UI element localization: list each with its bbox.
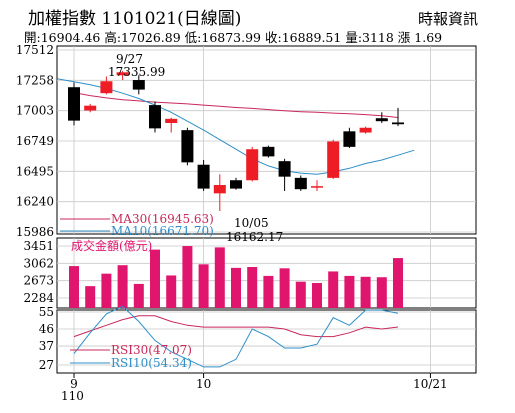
ma10-legend-label: MA10(16671.70) [111, 224, 214, 238]
volume-bar [231, 267, 241, 308]
candle-body-down [262, 146, 275, 157]
candle-body-up [165, 118, 178, 123]
candle-body-up [213, 185, 226, 194]
candle-body-down [375, 118, 388, 122]
high-value-label: 17335.99 [108, 65, 165, 79]
price-y-tick-label: 16240 [16, 195, 54, 209]
volume-bar [117, 265, 128, 308]
candle-body-down [68, 87, 80, 121]
volume-bar [328, 271, 339, 308]
candle-body-up [246, 149, 259, 181]
volume-bar [295, 281, 306, 308]
price-y-tick-label: 17258 [16, 73, 54, 87]
volume-bar [69, 266, 79, 308]
low-date-label: 10/05 [234, 216, 269, 230]
price-y-tick-label: 15986 [16, 225, 54, 239]
rsi30-line [73, 315, 399, 338]
candle-body-up [359, 127, 372, 133]
ohlc-summary: 開:16904.46 高:17026.89 低:16873.99 收:16889… [24, 30, 442, 45]
candle-body-up [311, 186, 323, 188]
volume-bar [182, 246, 193, 308]
volume-y-tick-label: 3451 [23, 239, 54, 253]
rsi10-legend-label: RSI10(54.34) [111, 356, 192, 370]
candle-body-down [343, 131, 356, 147]
candle-body-down [392, 122, 404, 125]
low-value-label: 16162.17 [226, 230, 283, 244]
candle-body-up [100, 81, 113, 94]
candle-body-up [116, 72, 129, 76]
price-y-tick-label: 17512 [16, 43, 54, 57]
price-y-tick-label: 16495 [16, 164, 54, 178]
volume-y-tick-label: 2284 [23, 291, 54, 305]
candle-body-down [294, 177, 307, 190]
ma30-line [73, 92, 399, 118]
volume-bar [247, 266, 258, 308]
ma10-line [57, 78, 415, 175]
high-date-label: 9/27 [116, 52, 143, 66]
rsi-y-tick-label: 27 [39, 358, 54, 372]
volume-bar [279, 268, 290, 308]
grid-layer [57, 46, 476, 373]
volume-bar [344, 275, 355, 308]
candle-body-up [84, 105, 97, 111]
volume-y-tick-label: 2673 [23, 274, 54, 288]
volume-bar [166, 275, 177, 308]
rsi-panel-frame [56, 309, 477, 374]
volume-bar [393, 258, 403, 308]
volume-bar [360, 276, 371, 308]
chart-title: 加權指數 1101021(日線圖) [28, 9, 241, 29]
volume-bar [133, 283, 144, 308]
candle-body-down [230, 180, 242, 189]
source-label: 時報資訊 [418, 10, 478, 28]
volume-bar [101, 273, 112, 308]
candle-layer [68, 70, 404, 212]
volume-bar [263, 275, 274, 308]
candle-body-up [327, 141, 340, 178]
candle-body-down [197, 164, 210, 189]
rsi30-legend-label: RSI30(47.07) [111, 343, 192, 357]
x-tick-label: 9 [70, 377, 78, 391]
rsi-y-tick-label: 46 [39, 322, 54, 336]
volume-bar [85, 286, 96, 308]
candle-body-down [181, 130, 194, 163]
candle-body-down [132, 80, 145, 90]
price-y-tick-label: 16749 [16, 134, 54, 148]
price-y-tick-label: 17003 [16, 104, 54, 118]
rsi10-line [73, 305, 399, 368]
price-panel-frame [56, 45, 477, 235]
candle-body-down [278, 161, 291, 177]
x-axis-year-label: 110 [61, 389, 84, 403]
line-layer [57, 78, 415, 368]
volume-y-tick-label: 3062 [23, 256, 54, 270]
rsi-y-tick-label: 55 [39, 305, 54, 319]
volume-bar [150, 249, 160, 308]
volume-bar [198, 264, 209, 308]
volume-layer [69, 246, 403, 308]
x-tick-label: 10/21 [413, 377, 448, 391]
volume-panel-label: 成交金額(億元) [71, 238, 152, 253]
volume-bar [312, 283, 322, 308]
volume-bar [214, 247, 225, 308]
x-tick-label: 10 [196, 377, 211, 391]
rsi-y-tick-label: 37 [39, 339, 54, 353]
candle-body-down [149, 105, 161, 129]
ma30-legend-label: MA30(16945.63) [111, 212, 214, 226]
volume-bar [376, 277, 387, 308]
